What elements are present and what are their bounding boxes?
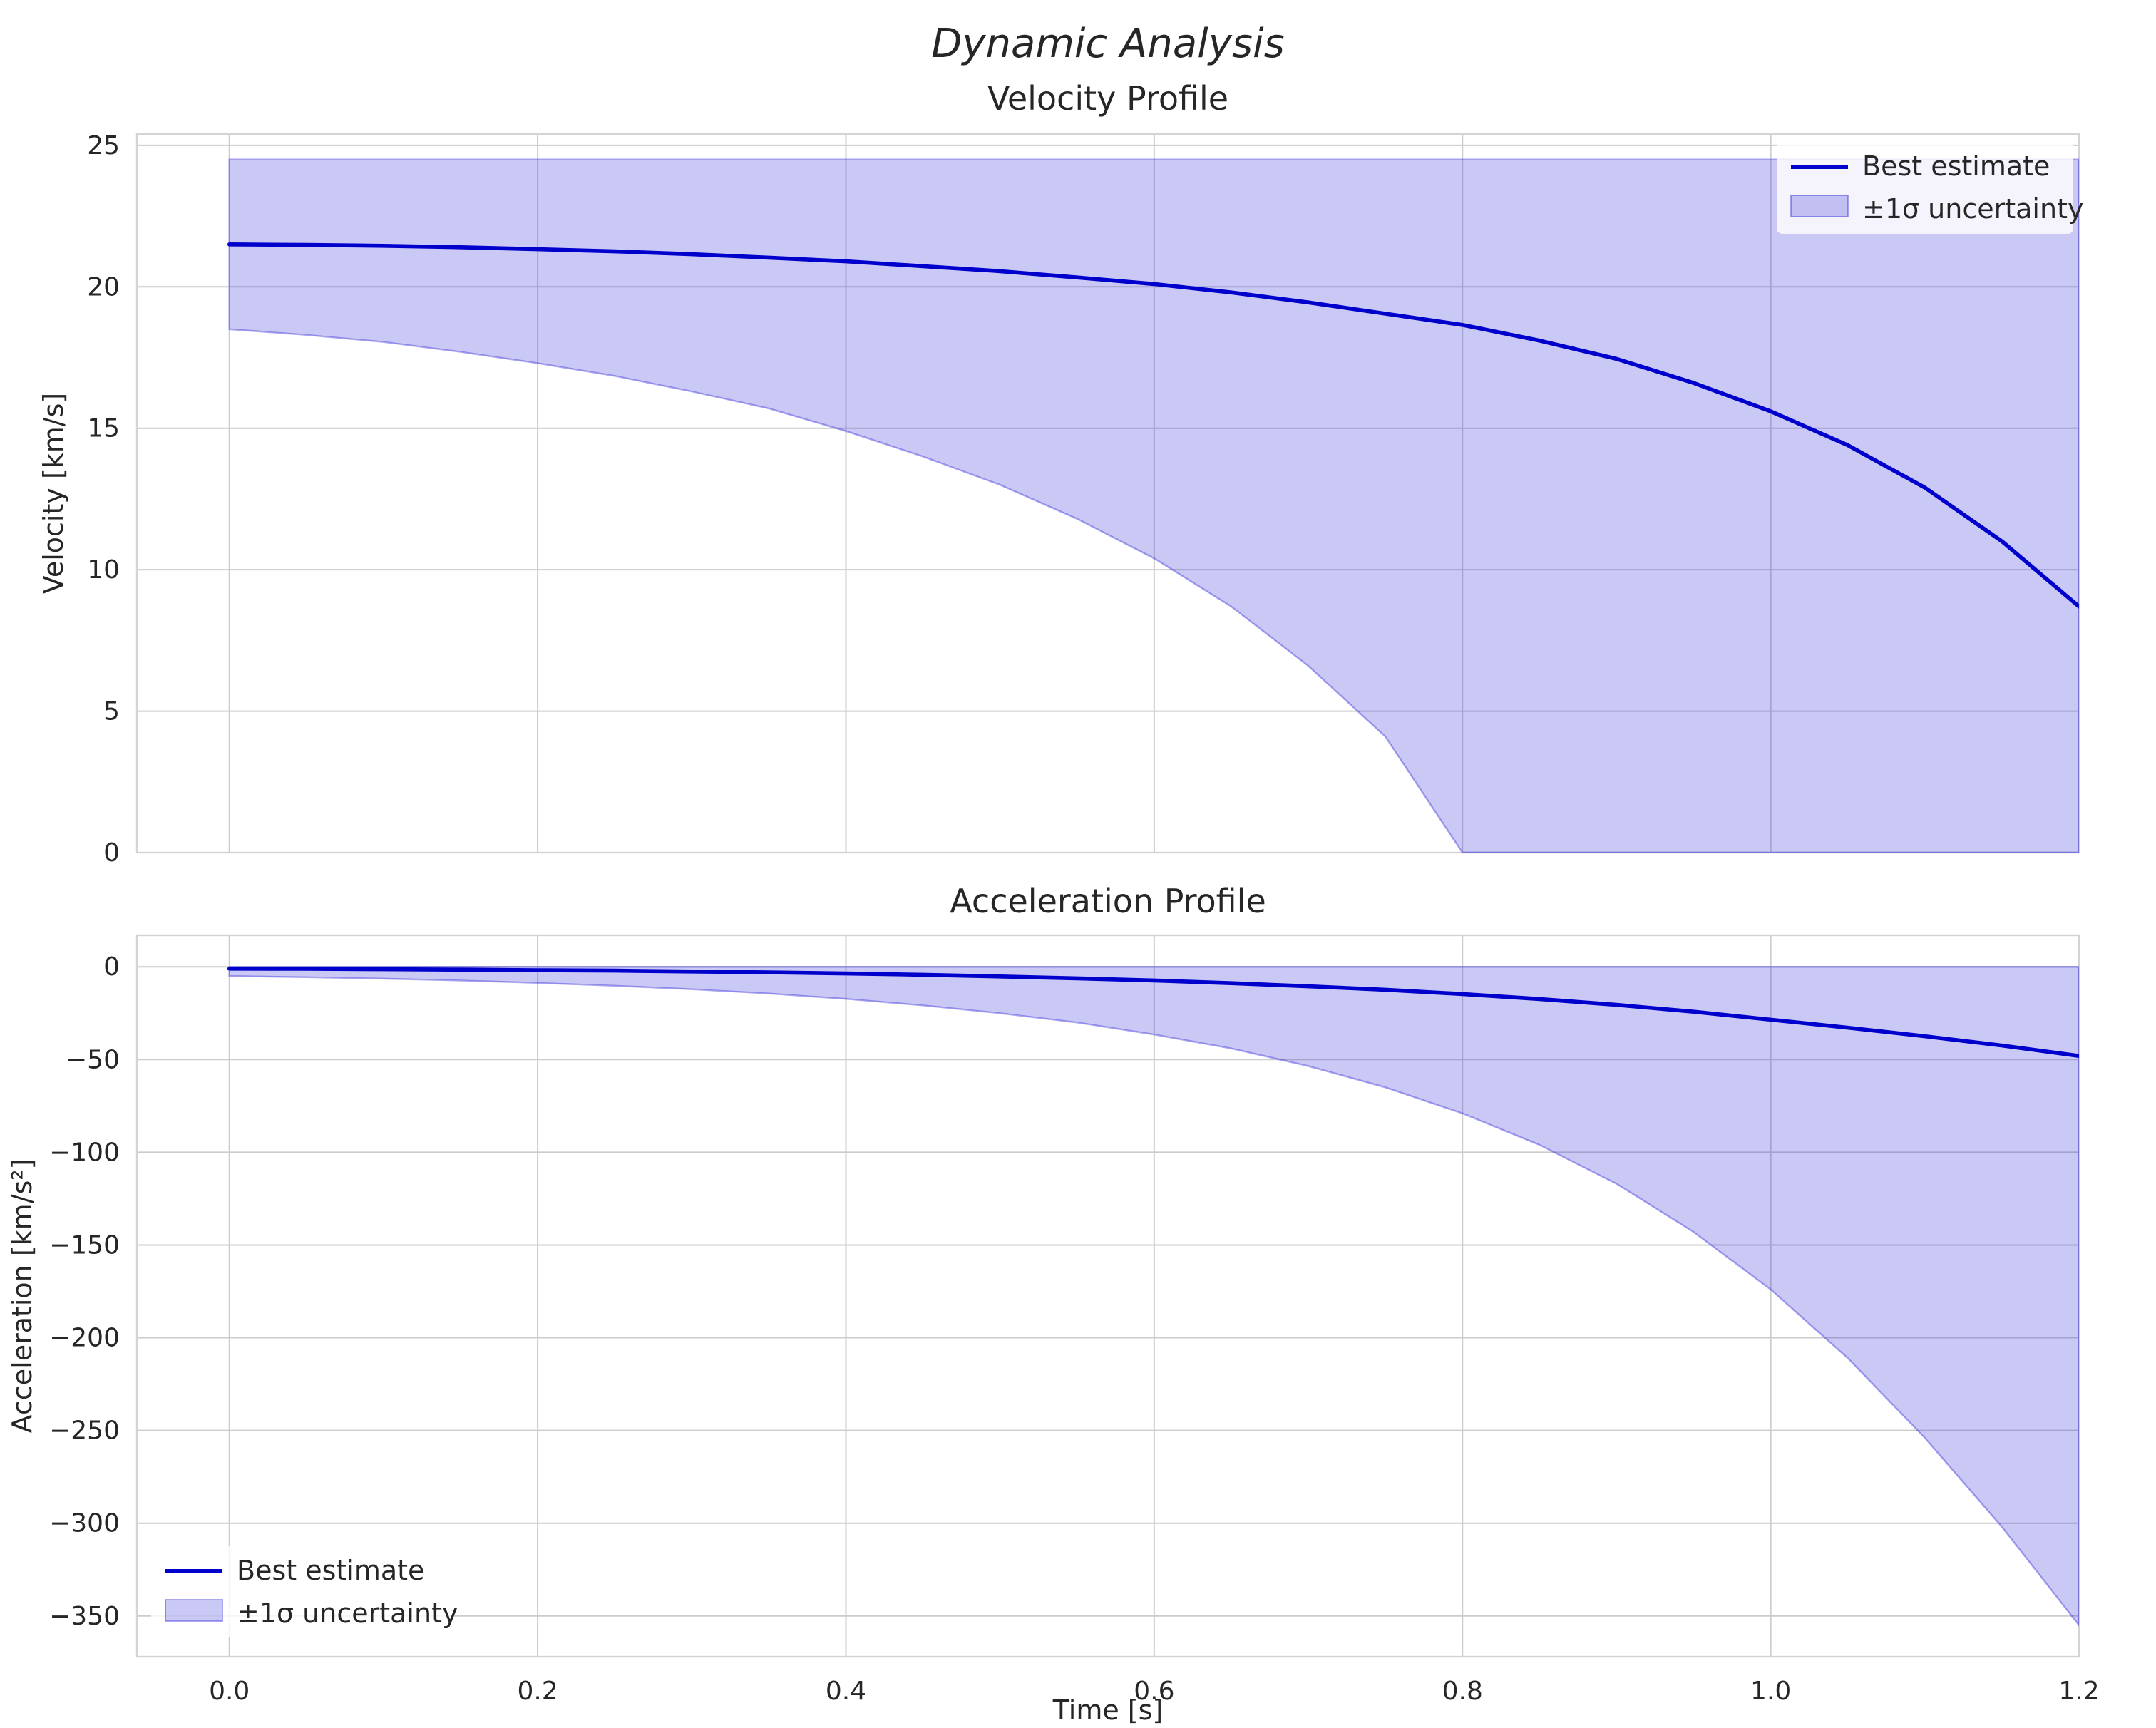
legend-background xyxy=(151,1546,453,1637)
acceleration-y-axis-label: Acceleration [km/s²] xyxy=(6,1159,38,1434)
velocity-y-tick-label: 0 xyxy=(103,838,120,868)
acceleration-y-tick-label: 0 xyxy=(103,952,120,982)
best-estimate-legend-label: Best estimate xyxy=(1862,150,2050,182)
velocity-y-tick-label: 5 xyxy=(103,697,120,726)
axes-frame xyxy=(135,133,2080,854)
acceleration-grid-layer xyxy=(135,934,2080,1658)
velocity-grid-layer xyxy=(135,133,2080,854)
acceleration-data-layer xyxy=(227,966,2079,1627)
uncertainty-band-swatch xyxy=(165,1599,223,1622)
velocity-subplot: 0 5 10 15 20 25 Velocity Profile Velocity [km… xyxy=(38,79,2083,868)
axes-frame xyxy=(135,934,2080,1658)
acceleration-y-tick-label: −200 xyxy=(49,1324,120,1353)
acceleration-subplot-title: Acceleration Profile xyxy=(950,882,1266,920)
acceleration-x-tick-label: 0.8 xyxy=(1442,1677,1483,1706)
velocity-y-tick-label: 25 xyxy=(87,131,120,160)
acceleration-y-tick-label: −50 xyxy=(66,1045,120,1074)
acceleration-y-tick-label: −300 xyxy=(49,1509,120,1538)
velocity-data-layer xyxy=(227,158,2079,853)
velocity-y-tick-label: 10 xyxy=(87,555,120,585)
velocity-legend: Best estimate ±1σ uncertainty xyxy=(1777,143,2083,234)
legend-background xyxy=(1777,143,2073,234)
acceleration-x-tick-label: 1.0 xyxy=(1750,1677,1791,1706)
uncertainty-band-swatch xyxy=(1790,195,1849,217)
acceleration-y-tick-label: −250 xyxy=(49,1416,120,1446)
best-estimate-line-velocity xyxy=(227,242,2079,609)
acceleration-x-tick-label: 0.2 xyxy=(517,1677,558,1706)
uncertainty-legend-label: ±1σ uncertainty xyxy=(237,1598,458,1629)
velocity-tick-layer: 0 5 10 15 20 25 xyxy=(87,131,120,868)
acceleration-x-tick-label: 0.4 xyxy=(826,1677,866,1706)
time-x-axis-label: Time [s] xyxy=(1052,1694,1164,1726)
uncertainty-band-velocity xyxy=(228,158,2079,853)
acceleration-x-tick-label: 0.0 xyxy=(209,1677,250,1706)
uncertainty-band-acceleration xyxy=(228,966,2079,1627)
velocity-y-tick-label: 15 xyxy=(87,414,120,443)
figure-title: Dynamic Analysis xyxy=(931,21,1285,67)
acceleration-x-tick-label: 1.2 xyxy=(2058,1677,2099,1706)
best-estimate-line-acceleration xyxy=(227,967,2079,1058)
acceleration-tick-layer: 0 −50 −100 −150 −200 −250 −300 −350 0.0 0.2 0.4 0.6… xyxy=(49,952,2100,1706)
acceleration-y-tick-label: −350 xyxy=(49,1602,120,1631)
acceleration-subplot: 0 −50 −100 −150 −200 −250 −300 −350 0.0 0.2 0.4 0.6… xyxy=(6,882,2100,1726)
acceleration-y-tick-label: −100 xyxy=(49,1138,120,1167)
acceleration-x-tick-label: 0.6 xyxy=(1134,1677,1174,1706)
velocity-subplot-title: Velocity Profile xyxy=(987,79,1228,118)
uncertainty-legend-label: ±1σ uncertainty xyxy=(1862,193,2083,225)
acceleration-legend: Best estimate ±1σ uncertainty xyxy=(151,1546,458,1637)
best-estimate-legend-label: Best estimate xyxy=(237,1555,424,1586)
velocity-y-axis-label: Velocity [km/s] xyxy=(38,393,69,594)
velocity-y-tick-label: 20 xyxy=(87,272,120,302)
acceleration-y-tick-label: −150 xyxy=(49,1230,120,1260)
